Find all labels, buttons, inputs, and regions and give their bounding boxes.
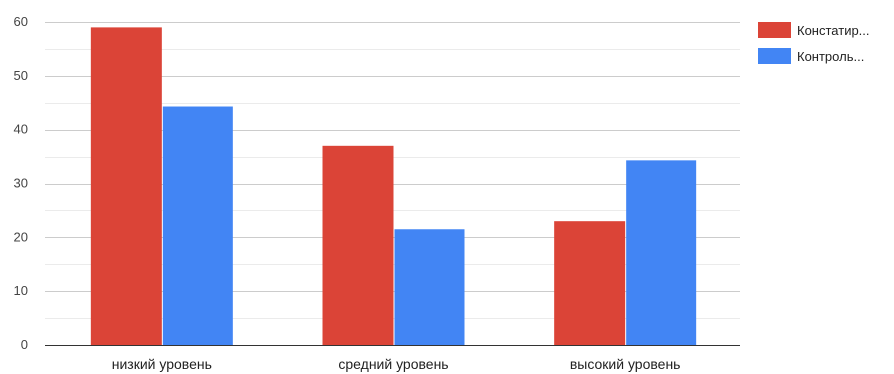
- x-category-label: низкий уровень: [112, 356, 212, 372]
- y-axis-ticks: 0 10 20 30 40 50 60: [14, 14, 28, 352]
- bar-series2-1: [394, 229, 465, 345]
- x-category-label: средний уровень: [338, 356, 448, 372]
- y-tick-label: 10: [14, 283, 28, 298]
- legend-label: Констатир...: [797, 23, 870, 38]
- bars: [90, 27, 697, 346]
- bar-series2-0: [162, 106, 233, 345]
- y-tick-label: 0: [21, 337, 28, 352]
- y-tick-label: 50: [14, 68, 28, 83]
- y-tick-label: 20: [14, 229, 28, 244]
- y-tick-label: 30: [14, 176, 28, 191]
- x-axis-labels: низкий уровень средний уровень высокий уро…: [112, 356, 681, 372]
- bar-series2-2: [626, 160, 697, 345]
- legend: Констатир... Контроль...: [758, 22, 870, 64]
- legend-swatch: [758, 22, 791, 38]
- legend-swatch: [758, 48, 791, 64]
- y-tick-label: 60: [14, 14, 28, 29]
- bar-series1-1: [322, 145, 394, 345]
- bar-series1-2: [554, 221, 626, 345]
- legend-label: Контроль...: [797, 49, 864, 64]
- y-tick-label: 40: [14, 122, 28, 137]
- x-category-label: высокий уровень: [570, 356, 681, 372]
- bar-series1-0: [90, 27, 162, 346]
